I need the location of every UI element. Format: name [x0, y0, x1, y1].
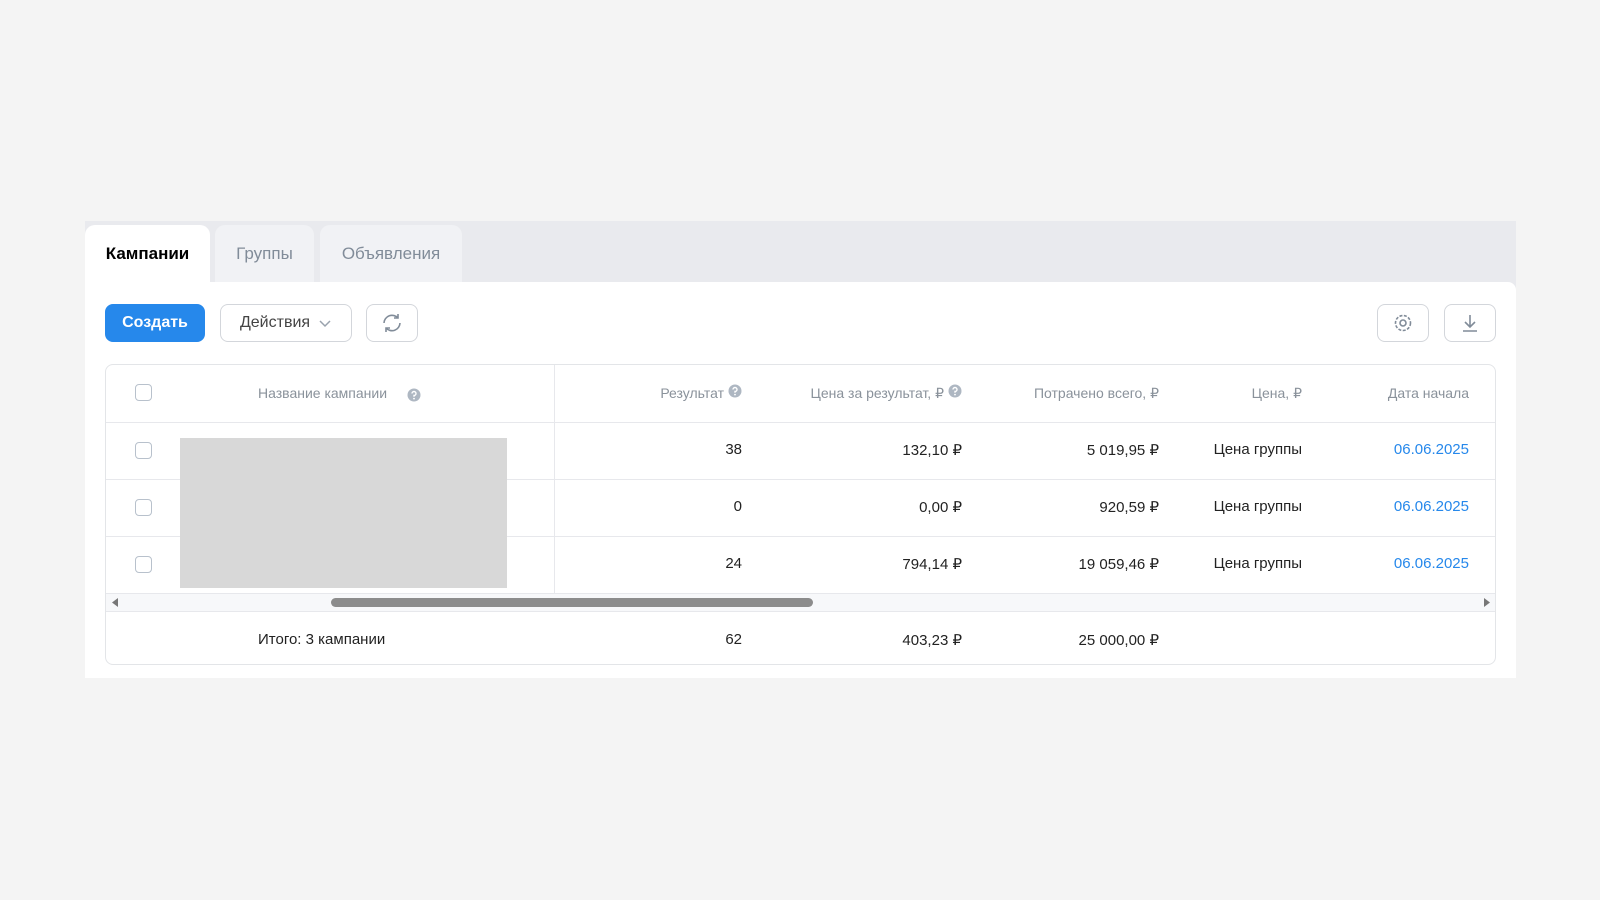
cell: Цена группы: [1213, 555, 1302, 572]
download-icon: [1463, 315, 1477, 332]
checkbox[interactable]: [135, 384, 152, 401]
cell: 794,14 ₽: [902, 556, 962, 573]
date-link[interactable]: 06.06.2025: [1393, 555, 1469, 572]
total-value: 25 000,00 ₽: [1078, 632, 1159, 649]
checkbox[interactable]: [135, 556, 152, 573]
cell: Цена группы: [1213, 498, 1302, 515]
scroll-right[interactable]: [1482, 597, 1492, 608]
total-value: 62: [725, 631, 742, 648]
tab[interactable]: Объявления: [320, 225, 462, 282]
redacted-names: [180, 438, 507, 588]
cell: 132,10 ₽: [902, 442, 962, 459]
row-divider: [106, 593, 1495, 594]
label: Создать: [122, 314, 188, 331]
help-icon[interactable]: [407, 388, 421, 402]
cell: 38: [725, 441, 742, 458]
total-label: Итого: 3 кампании: [258, 631, 386, 648]
cell: 5 019,95 ₽: [1086, 442, 1159, 459]
download-button[interactable]: [1444, 304, 1496, 342]
settings-button[interactable]: [1377, 304, 1429, 342]
column-header: Результат: [660, 385, 724, 401]
settings-icon: [1394, 314, 1412, 332]
chevron: [319, 320, 331, 328]
date-link[interactable]: 06.06.2025: [1393, 441, 1469, 458]
help-icon[interactable]: [948, 384, 962, 398]
cell: Цена группы: [1213, 441, 1302, 458]
actions-dropdown[interactable]: Действия: [220, 304, 352, 342]
row-divider: [106, 479, 1495, 480]
row-divider: [106, 611, 1495, 612]
checkbox[interactable]: [135, 442, 152, 459]
row-divider: [106, 422, 1495, 423]
column-header: Цена, ₽: [1251, 385, 1302, 401]
refresh-icon: [383, 314, 401, 332]
row-divider: [106, 536, 1495, 537]
date-link[interactable]: 06.06.2025: [1393, 498, 1469, 515]
cell: 24: [725, 555, 742, 572]
table: [105, 364, 1496, 665]
column-header: Название кампании: [258, 385, 388, 401]
cell: 920,59 ₽: [1099, 499, 1159, 516]
help-icon[interactable]: [728, 384, 742, 398]
column-header: Цена за результат, ₽: [810, 385, 944, 401]
label: Действия: [239, 314, 311, 331]
tab[interactable]: Кампании: [85, 225, 210, 282]
cell: 0: [733, 498, 742, 515]
refresh-button[interactable]: [366, 304, 418, 342]
column-header: Потрачено всего, ₽: [1033, 385, 1159, 401]
tab[interactable]: Группы: [215, 225, 314, 282]
scroll-left[interactable]: [110, 597, 120, 608]
cell: 0,00 ₽: [919, 499, 962, 516]
scroll-thumb[interactable]: [331, 598, 813, 607]
column-header: Дата начала: [1387, 385, 1469, 401]
create-button[interactable]: Создать: [105, 304, 205, 342]
total-value: 403,23 ₽: [902, 632, 962, 649]
cell: 19 059,46 ₽: [1078, 556, 1159, 573]
checkbox[interactable]: [135, 499, 152, 516]
